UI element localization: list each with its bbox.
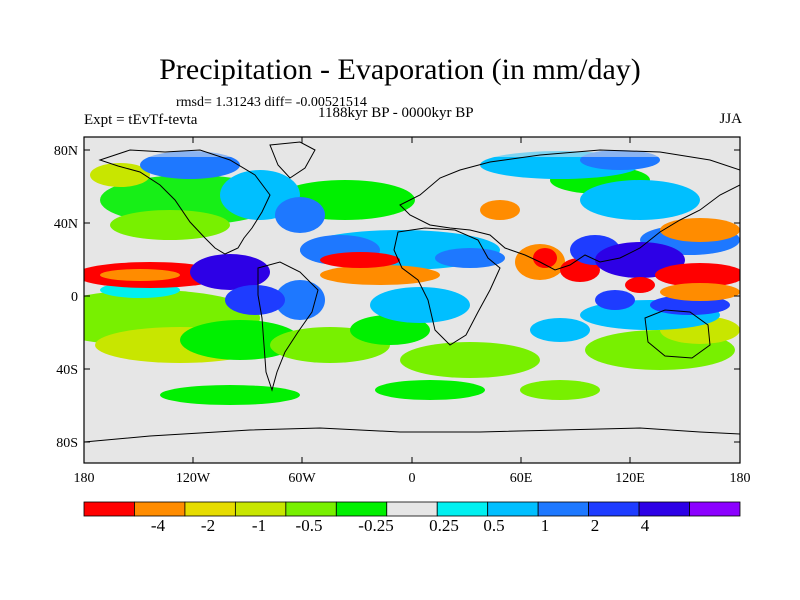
colorbar-label: -2	[201, 516, 215, 535]
map-title: Precipitation - Evaporation (in mm/day)	[159, 53, 641, 86]
lat-axis	[84, 149, 740, 443]
colorbar-swatch	[436, 501, 489, 517]
colorbar-label: -0.25	[358, 516, 393, 535]
lon-label: 60W	[288, 471, 316, 486]
lat-label: 80S	[56, 436, 78, 451]
lat-label: 0	[71, 290, 78, 305]
colorbar-label: 0.5	[483, 516, 504, 535]
coast-antarctica	[84, 427, 740, 443]
colorbar-swatch	[234, 501, 287, 517]
coast-north-america	[98, 149, 271, 255]
colorbar-swatch	[285, 501, 337, 517]
colorbar-swatch	[134, 501, 186, 517]
precip-field	[84, 137, 740, 463]
lon-axis	[192, 137, 631, 463]
lon-label: 120E	[615, 471, 645, 486]
lon-label: 180	[730, 471, 751, 486]
colorbar-swatch	[689, 501, 741, 517]
period-label: 1188kyr BP - 0000kyr BP	[318, 105, 474, 121]
colorbar-label: 1	[541, 516, 550, 535]
colorbar-swatch	[184, 501, 236, 517]
season-label: JJA	[719, 111, 742, 127]
coast-south-america	[257, 261, 319, 392]
lon-label: 120W	[176, 471, 211, 486]
colorbar-label: -1	[252, 516, 266, 535]
coast-eurasia	[399, 149, 740, 271]
lat-label: 40S	[56, 363, 78, 378]
coast-greenland	[269, 141, 316, 179]
lat-label: 80N	[54, 144, 78, 159]
colorbar-label: 2	[591, 516, 600, 535]
colorbar-label: -4	[151, 516, 166, 535]
colorbar-swatch	[588, 501, 640, 517]
coast-africa	[393, 227, 501, 346]
colorbar: -4 -2 -1 -0.5 -0.25 0.25 0.5 1 2 4	[83, 501, 741, 535]
colorbar-swatch	[537, 501, 590, 517]
colorbar-swatch	[638, 501, 690, 517]
colorbar-swatch	[487, 501, 539, 517]
experiment-label: Expt = tEvTf-tevta	[84, 112, 198, 128]
lon-label: 60E	[510, 471, 533, 486]
colorbar-swatch	[386, 501, 438, 517]
colorbar-label: 4	[641, 516, 650, 535]
tropical-bands	[84, 200, 740, 315]
colorbar-swatch	[83, 501, 135, 517]
coastlines	[84, 141, 740, 443]
stats-line: rmsd= 1.31243 diff= -0.00521514	[176, 95, 367, 110]
colorbar-label: 0.25	[429, 516, 459, 535]
lon-label: 0	[409, 471, 416, 486]
lat-label: 40N	[54, 217, 78, 232]
colorbar-label: -0.5	[296, 516, 323, 535]
coast-australia	[644, 309, 711, 359]
lon-label: 180	[74, 471, 95, 486]
colorbar-swatch	[335, 501, 388, 517]
